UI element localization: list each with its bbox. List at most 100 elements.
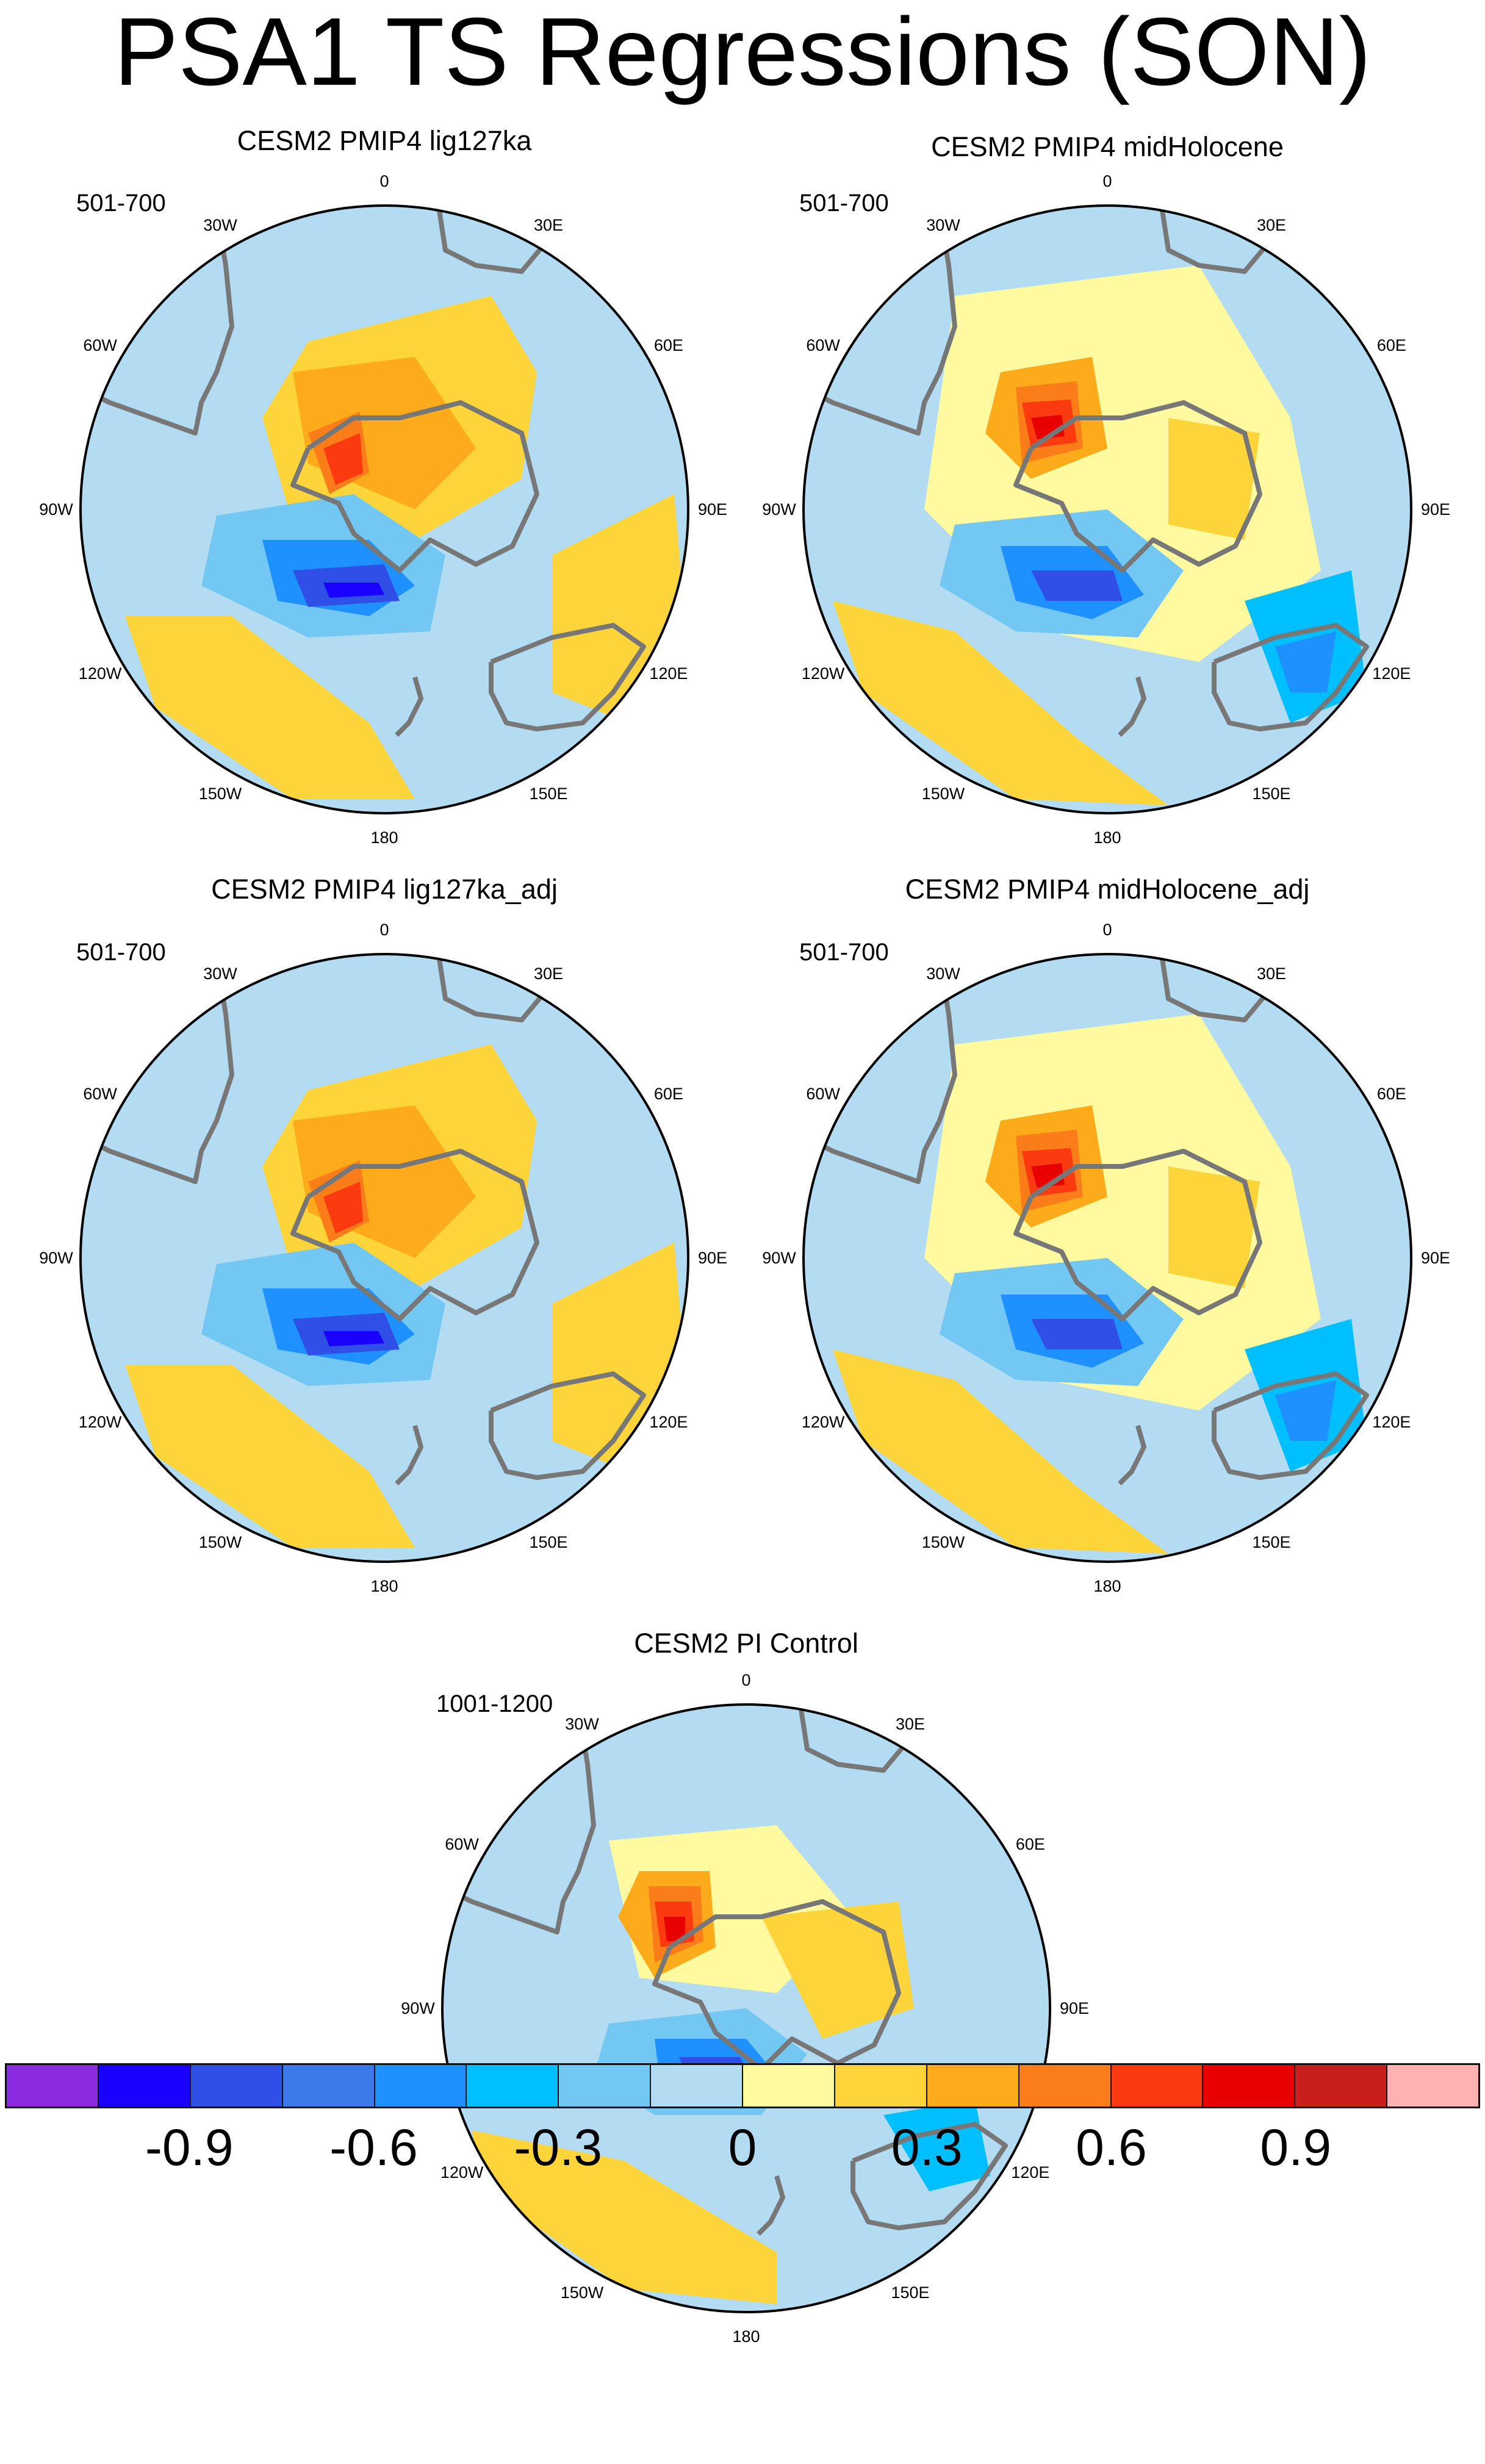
coastline xyxy=(1118,676,1146,737)
longitude-label: 150E xyxy=(891,2283,930,2302)
colorbar-swatch xyxy=(190,2065,283,2107)
longitude-label: 30W xyxy=(203,216,237,235)
coastline xyxy=(81,958,234,1184)
panel-title: CESM2 PMIP4 lig127ka_adj xyxy=(211,874,558,905)
colorbar-tick-label: -0.3 xyxy=(514,2119,603,2176)
field-contour xyxy=(1275,1380,1336,1441)
longitude-label: 180 xyxy=(370,828,398,847)
field-contour xyxy=(833,601,1168,805)
coastline xyxy=(804,210,957,436)
longitude-label: 60E xyxy=(1376,1085,1406,1103)
panel-period: 501-700 xyxy=(76,939,166,966)
field-contour xyxy=(323,1331,384,1346)
longitude-label: 90E xyxy=(697,500,728,519)
longitude-label: 120E xyxy=(1372,1413,1411,1431)
panel-title: CESM2 PI Control xyxy=(634,1628,858,1659)
longitude-label: 150W xyxy=(560,2283,604,2302)
coastline xyxy=(1160,958,1278,1022)
coastline xyxy=(804,958,957,1184)
longitude-label: 30W xyxy=(565,1715,599,1734)
longitude-label: 30E xyxy=(895,1715,926,1734)
colorbar xyxy=(5,2063,1480,2108)
longitude-label: 60E xyxy=(1376,336,1406,354)
colorbar-swatch xyxy=(375,2065,467,2107)
colorbar-swatch xyxy=(282,2065,375,2107)
colorbar-swatch xyxy=(98,2065,191,2107)
field-contour xyxy=(833,1349,1168,1554)
field-contour xyxy=(1168,418,1260,540)
longitude-label: 30E xyxy=(1256,964,1287,983)
longitude-label: 120W xyxy=(801,664,845,683)
colorbar-swatch xyxy=(743,2065,835,2107)
longitude-label: 90E xyxy=(1420,500,1451,519)
longitude-label: 0 xyxy=(1102,172,1112,190)
longitude-label: 60W xyxy=(83,336,117,354)
panel-period: 501-700 xyxy=(799,939,889,966)
field-contour xyxy=(1168,1166,1260,1288)
colorbar-swatch xyxy=(1387,2065,1478,2107)
coastline xyxy=(1160,210,1278,274)
longitude-label: 30E xyxy=(533,964,564,983)
field-contour xyxy=(1275,631,1336,692)
longitude-label: 180 xyxy=(732,2327,760,2346)
panel-period: 1001-1200 xyxy=(436,1690,553,1717)
longitude-label: 120W xyxy=(78,1413,122,1431)
polar-map xyxy=(802,204,1412,814)
longitude-label: 30W xyxy=(203,964,237,983)
map-boundary xyxy=(802,204,1412,814)
longitude-label: 60W xyxy=(806,336,840,354)
colorbar-tick-label: 0 xyxy=(728,2119,757,2176)
colorbar-swatch xyxy=(927,2065,1019,2107)
colorbar-tick-label: -0.9 xyxy=(145,2119,234,2176)
longitude-label: 30E xyxy=(1256,216,1287,235)
longitude-label: 150W xyxy=(198,1532,242,1551)
panel-period: 501-700 xyxy=(799,190,889,217)
field-contour xyxy=(1031,1319,1123,1349)
polar-map xyxy=(802,953,1412,1563)
coastline xyxy=(437,958,555,1022)
colorbar-swatch xyxy=(1111,2065,1204,2107)
coastline xyxy=(395,676,423,737)
colorbar-swatch xyxy=(559,2065,652,2107)
colorbar-swatch xyxy=(1203,2065,1296,2107)
panel-title: CESM2 PMIP4 lig127ka xyxy=(237,125,532,156)
coastline xyxy=(489,623,646,731)
coastline xyxy=(1118,1424,1146,1485)
coastline xyxy=(1013,400,1262,573)
longitude-label: 180 xyxy=(1093,828,1121,847)
colorbar-swatch xyxy=(651,2065,743,2107)
field-contour xyxy=(323,583,384,598)
longitude-label: 150W xyxy=(198,784,242,803)
longitude-label: 60W xyxy=(83,1085,117,1103)
colorbar-swatch xyxy=(7,2065,99,2107)
coastline xyxy=(652,1899,901,2072)
longitude-label: 90W xyxy=(762,1249,796,1267)
colorbar-tick-label: 0.9 xyxy=(1260,2119,1332,2176)
figure-title: PSA1 TS Regressions (SON) xyxy=(113,0,1372,106)
longitude-label: 0 xyxy=(379,172,389,190)
coastline xyxy=(1212,623,1369,731)
field-contour xyxy=(472,2130,777,2304)
longitude-label: 30W xyxy=(926,964,960,983)
longitude-label: 150E xyxy=(1252,784,1291,803)
field-contour xyxy=(537,281,598,418)
coastline xyxy=(437,210,555,274)
coastline xyxy=(395,1424,423,1485)
coastline xyxy=(850,2122,1008,2230)
field-contour xyxy=(323,1182,363,1234)
panel-title: CESM2 PMIP4 midHolocene_adj xyxy=(905,874,1310,905)
longitude-label: 60E xyxy=(653,1085,683,1103)
longitude-label: 150W xyxy=(921,784,965,803)
field-contour xyxy=(537,1029,598,1166)
coastline xyxy=(290,400,539,573)
longitude-label: 0 xyxy=(1102,921,1112,939)
panel-period: 501-700 xyxy=(76,190,166,217)
colorbar-tick-label: 0.3 xyxy=(891,2119,963,2176)
field-contour xyxy=(664,1917,685,1941)
field-contour xyxy=(1031,570,1123,601)
coastline xyxy=(1013,1149,1262,1321)
longitude-label: 120W xyxy=(440,2163,484,2182)
polar-map xyxy=(79,953,689,1563)
polar-map xyxy=(441,1703,1051,2313)
longitude-label: 150E xyxy=(529,1532,568,1551)
